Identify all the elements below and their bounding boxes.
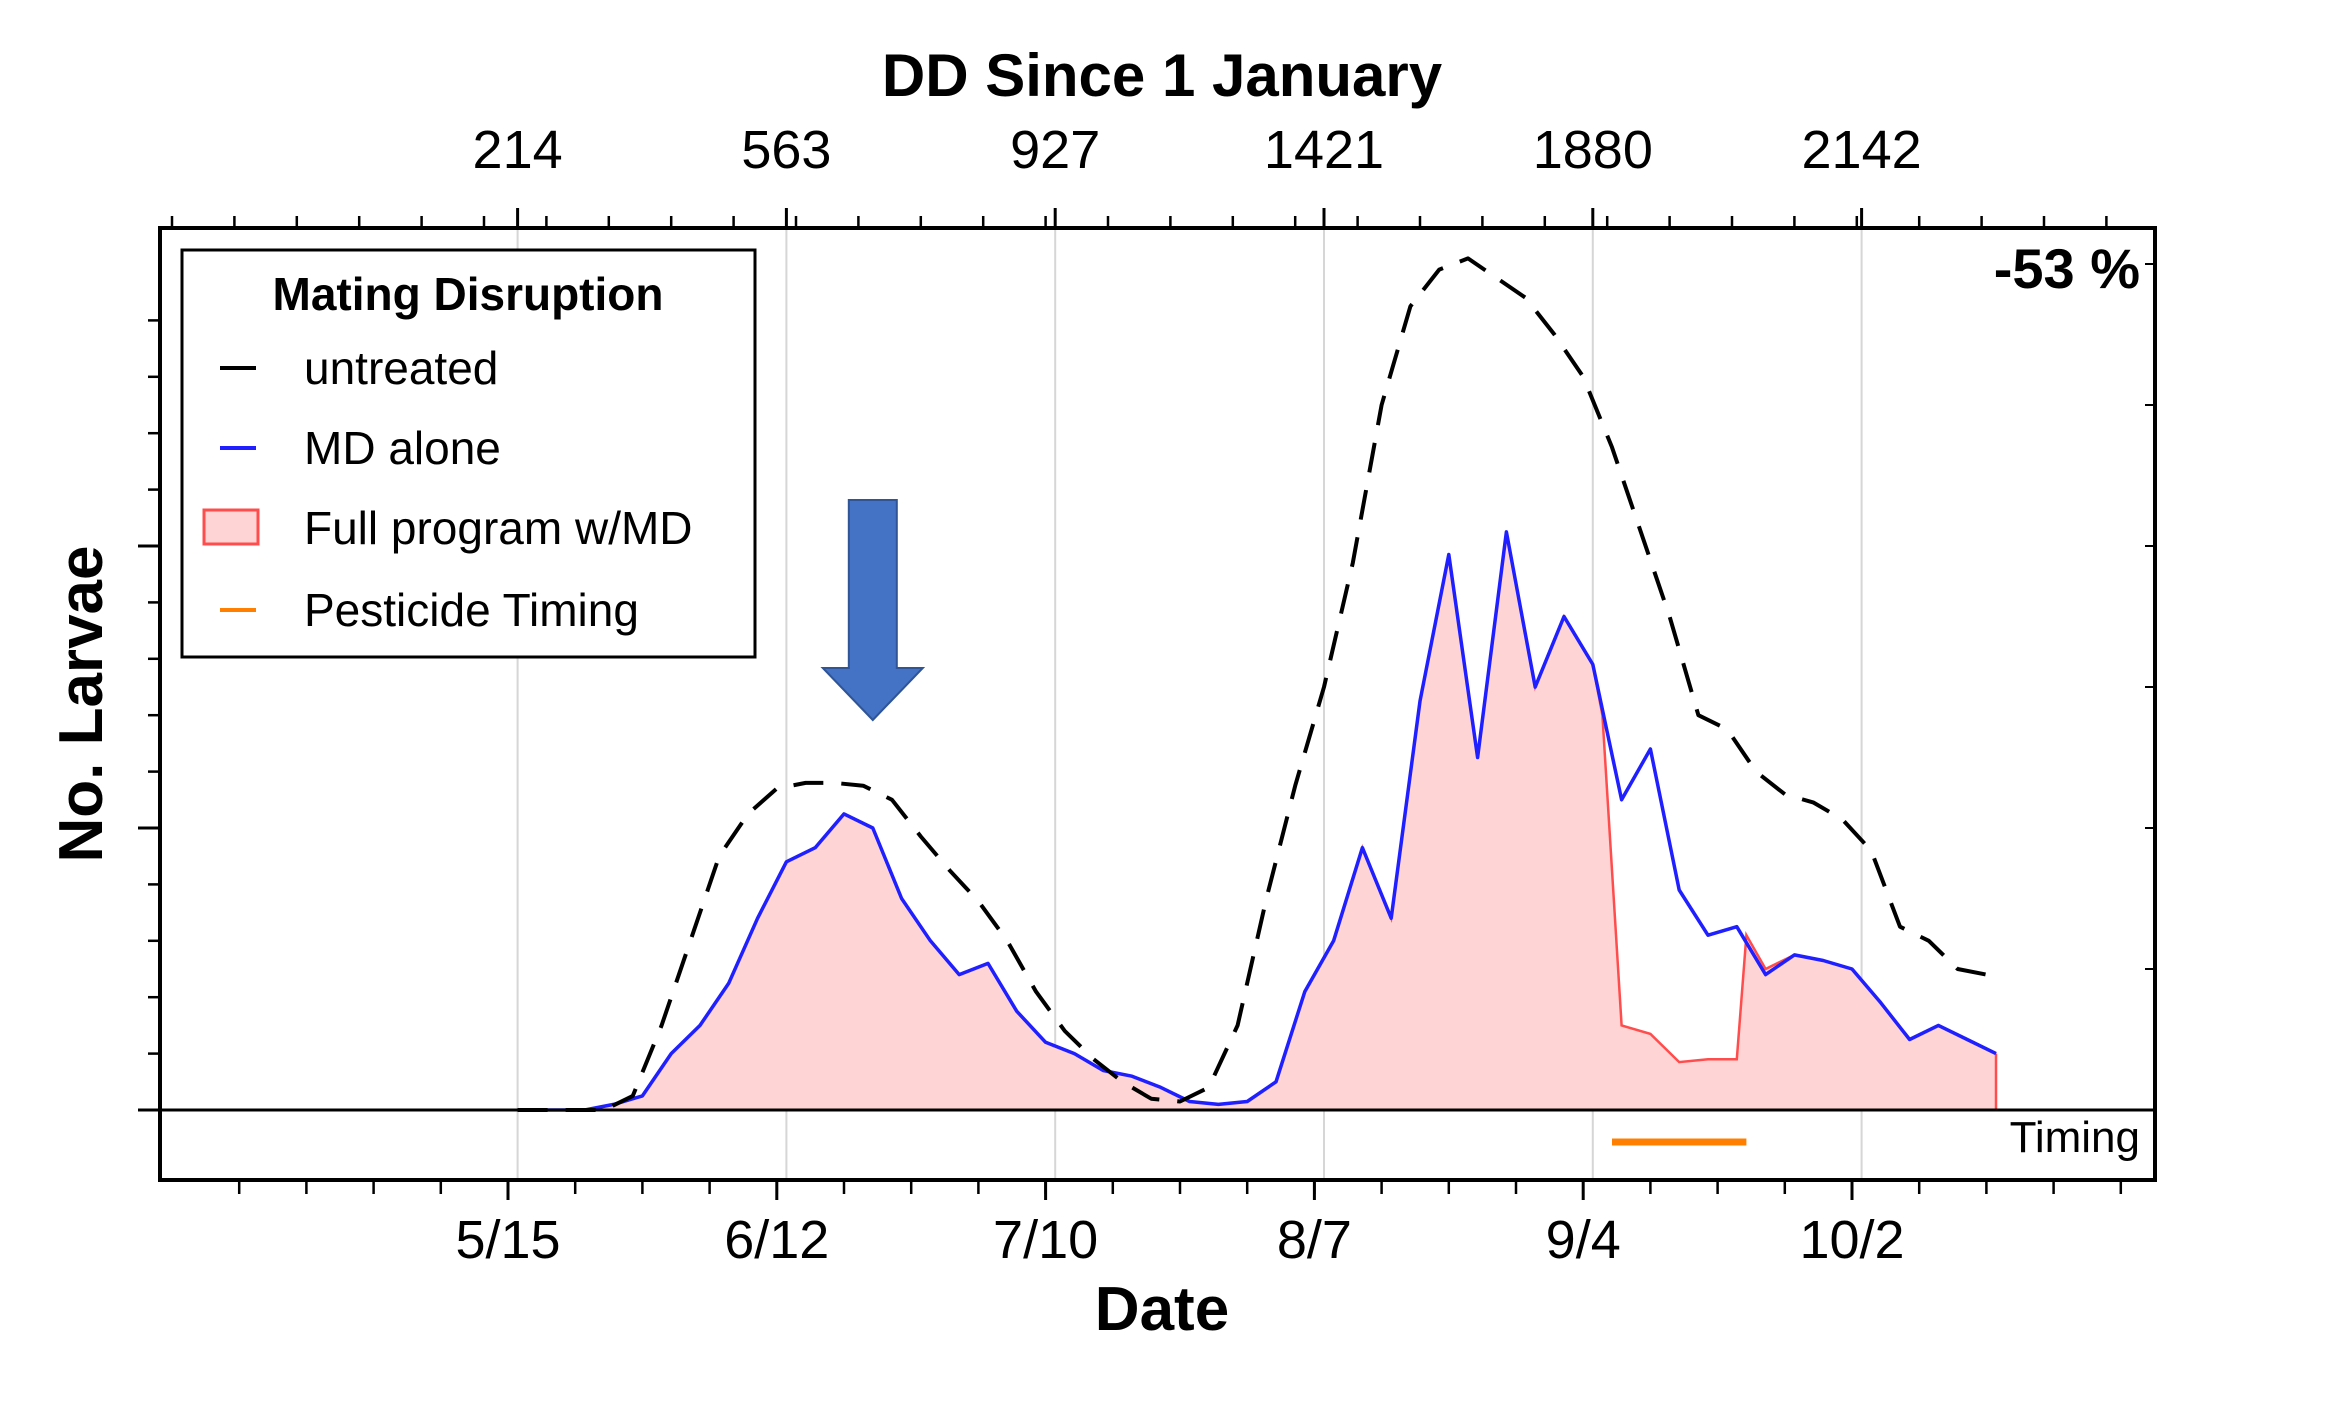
legend-entry-label: Pesticide Timing <box>304 584 639 636</box>
x-tick-label: 8/7 <box>1277 1210 1352 1270</box>
top-axis-title: DD Since 1 January <box>882 42 1443 109</box>
top-tick-label: 2142 <box>1802 120 1922 180</box>
legend-entry-label: untreated <box>304 342 498 394</box>
x-tick-label: 9/4 <box>1546 1210 1621 1270</box>
x-tick-label: 10/2 <box>1799 1210 1904 1270</box>
series-md-alone-line <box>517 530 1997 1112</box>
legend-entry-label: MD alone <box>304 422 501 474</box>
annotation-down-arrow <box>820 499 926 722</box>
top-tick-label: 1880 <box>1533 120 1653 180</box>
x-tick-label: 6/12 <box>724 1210 829 1270</box>
x-axis-label: Date <box>1095 1275 1229 1344</box>
series-untreated-line <box>517 256 1987 1112</box>
top-tick-label: 927 <box>1010 120 1100 180</box>
percent-label: -53 % <box>1994 237 2140 300</box>
legend-box <box>180 248 757 659</box>
series-full-program-area <box>517 531 1996 1110</box>
legend-swatch-area <box>202 508 260 546</box>
timing-label: Timing <box>2010 1113 2140 1162</box>
legend-title: Mating Disruption <box>273 268 664 320</box>
plot-frame <box>158 226 2157 1182</box>
top-tick-label: 1421 <box>1264 120 1384 180</box>
y-axis-label: No. Larvae <box>47 545 116 862</box>
x-tick-label: 7/10 <box>993 1210 1098 1270</box>
legend-entry-label: Full program w/MD <box>304 502 693 554</box>
top-tick-label: 563 <box>741 120 831 180</box>
x-tick-label: 5/15 <box>455 1210 560 1270</box>
top-tick-label: 214 <box>473 120 563 180</box>
